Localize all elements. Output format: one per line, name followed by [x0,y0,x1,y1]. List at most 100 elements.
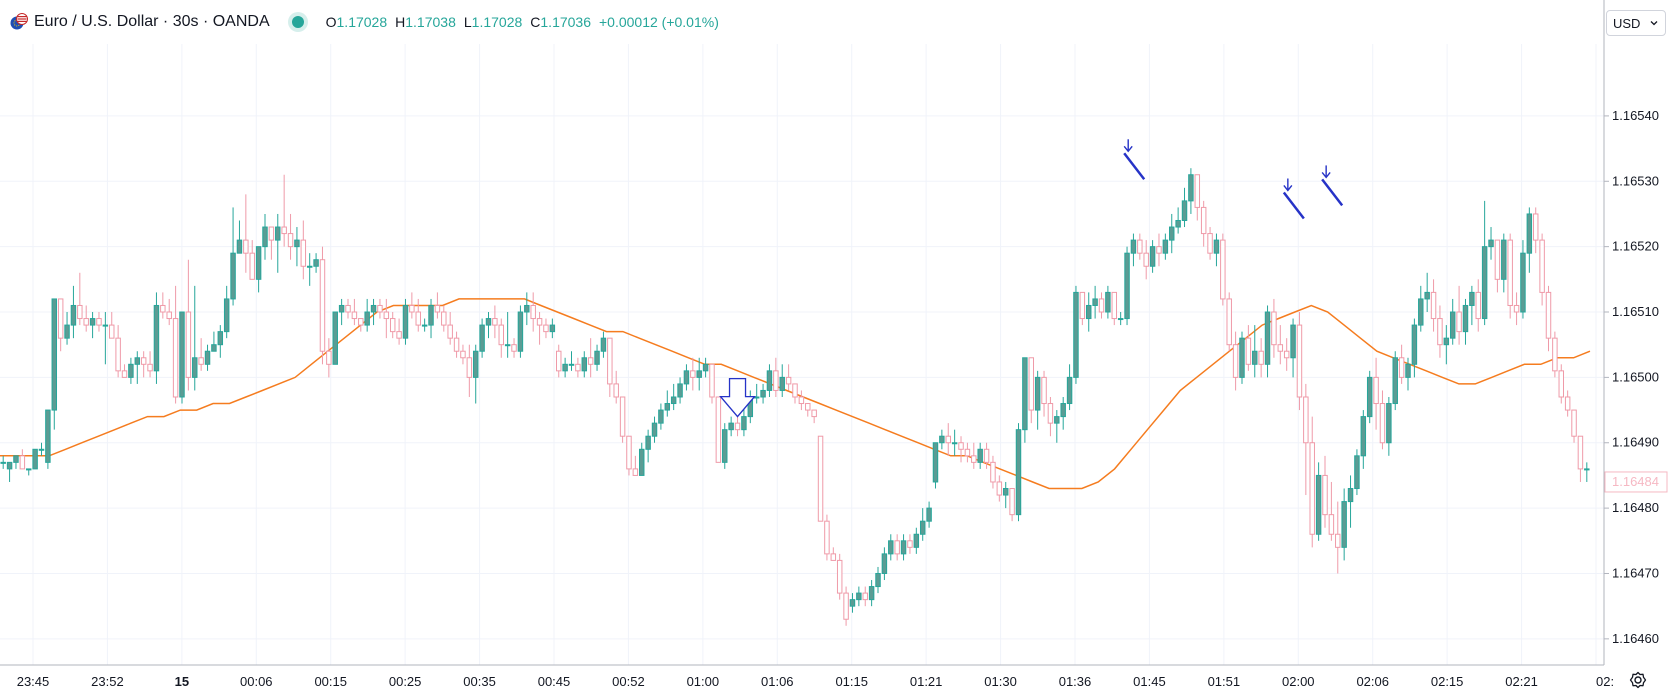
candle[interactable] [836,553,843,600]
candle[interactable] [1124,246,1130,326]
candle[interactable] [485,312,492,339]
candle[interactable] [1558,364,1565,404]
candle[interactable] [300,220,307,280]
candle[interactable] [907,534,913,554]
candle[interactable] [1347,475,1354,528]
candle[interactable] [1437,305,1443,358]
candle[interactable] [645,429,651,463]
candle[interactable] [1341,488,1347,561]
candle[interactable] [294,227,300,267]
candle[interactable] [147,351,153,378]
trend-arrow-annotation[interactable] [1321,165,1344,207]
candle[interactable] [1539,233,1545,306]
candle[interactable] [977,442,983,469]
candle[interactable] [140,351,147,378]
candle[interactable] [179,311,185,404]
candle[interactable] [1398,344,1405,384]
candle[interactable] [939,429,945,450]
candle[interactable] [102,312,109,365]
candle[interactable] [275,213,281,273]
candle[interactable] [722,423,728,469]
candle[interactable] [109,312,115,339]
candle[interactable] [1264,305,1271,378]
candle[interactable] [766,364,773,397]
candle[interactable] [32,448,38,470]
candle[interactable] [658,403,664,430]
candle[interactable] [1411,318,1418,378]
candle[interactable] [607,337,613,397]
candle[interactable] [1188,168,1194,214]
candle[interactable] [1111,291,1118,326]
candle[interactable] [817,435,824,522]
candle[interactable] [1079,291,1086,326]
candle[interactable] [696,357,702,391]
candle[interactable] [1552,331,1558,378]
candle[interactable] [1322,455,1328,528]
candle[interactable] [881,547,888,581]
candle[interactable] [575,357,581,378]
candle[interactable] [562,357,568,378]
candle[interactable] [364,298,370,332]
currency-selector[interactable]: USD [1606,10,1666,36]
candle[interactable] [683,364,690,391]
candle[interactable] [824,514,830,561]
candle[interactable] [1239,331,1245,384]
candle[interactable] [830,547,837,561]
candle[interactable] [1366,370,1373,424]
candle[interactable] [1054,410,1060,443]
candle[interactable] [428,298,434,339]
candle[interactable] [1309,416,1315,548]
candle[interactable] [1105,285,1111,319]
candle[interactable] [1584,462,1590,482]
candle[interactable] [236,220,243,254]
candle[interactable] [26,468,32,476]
candle[interactable] [77,272,83,326]
candle[interactable] [83,305,89,332]
candle[interactable] [504,312,511,358]
candle[interactable] [64,312,70,345]
candle[interactable] [1137,233,1143,260]
price-axis[interactable]: 1.16540 1.16530 1.16520 1.16510 1.16500 1.164… [1604,108,1668,646]
candle[interactable] [990,455,996,489]
candle[interactable] [434,292,441,319]
candle[interactable] [1405,357,1411,391]
candle[interactable] [121,364,128,378]
candle[interactable] [734,416,741,437]
candle[interactable] [875,566,881,594]
candle[interactable] [958,436,964,463]
candle[interactable] [409,292,415,319]
candle[interactable] [945,423,951,456]
trend-arrow-annotation[interactable] [1123,139,1146,181]
candle[interactable] [1130,233,1137,267]
candle[interactable] [600,331,607,358]
candle[interactable] [1532,207,1539,254]
candle[interactable] [709,363,715,404]
candle[interactable] [900,534,907,561]
candle[interactable] [536,312,543,345]
candle[interactable] [1117,312,1124,326]
candle[interactable] [0,455,6,469]
candle[interactable] [1060,396,1066,430]
gear-icon[interactable] [1628,670,1648,690]
candle[interactable] [1564,390,1571,417]
candle[interactable] [543,318,549,339]
candle[interactable] [57,298,64,352]
candle[interactable] [1047,396,1054,437]
candle[interactable] [243,194,249,273]
candle[interactable] [1335,501,1341,574]
candle[interactable] [134,351,141,384]
candle[interactable] [996,475,1003,502]
candle[interactable] [1283,338,1290,371]
candle[interactable] [1220,233,1226,306]
candle[interactable] [383,298,390,339]
candle[interactable] [415,298,421,332]
candle[interactable] [639,442,645,476]
candle[interactable] [453,331,460,358]
candle[interactable] [1098,292,1105,319]
candle[interactable] [1354,449,1360,496]
candle[interactable] [396,318,402,345]
candle[interactable] [862,586,868,607]
candle[interactable] [1296,312,1303,411]
candle[interactable] [932,442,939,489]
candle[interactable] [581,351,588,378]
